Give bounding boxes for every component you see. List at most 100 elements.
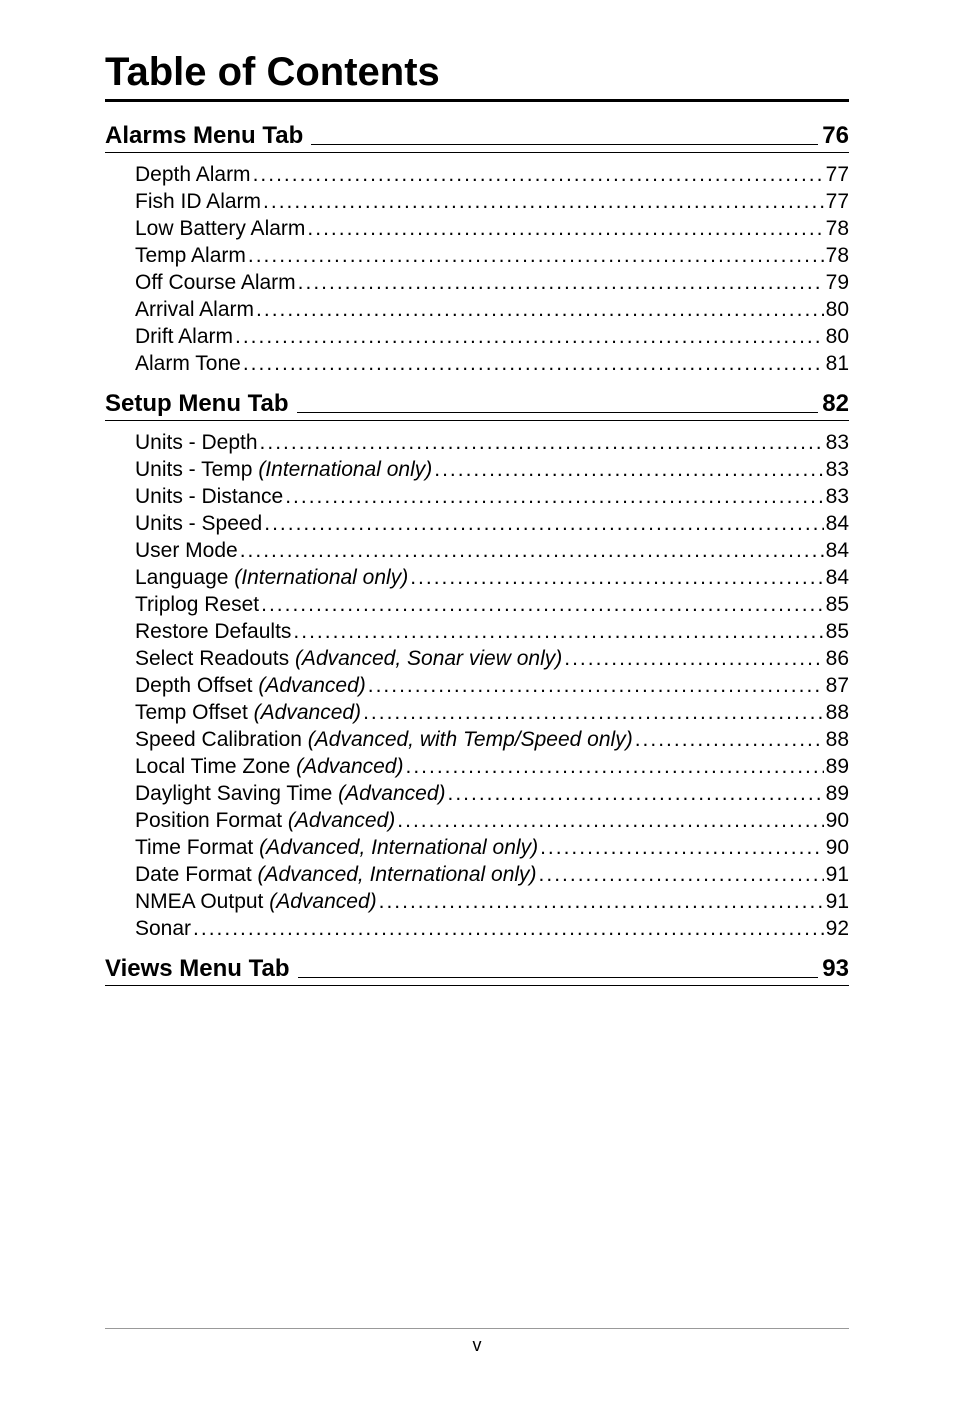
toc-entry: Alarm Tone 81 [105, 352, 849, 376]
toc-entry: Off Course Alarm 79 [105, 271, 849, 295]
entry-page: 85 [826, 620, 849, 644]
toc-entry: Units - Distance 83 [105, 485, 849, 509]
entry-page: 80 [826, 298, 849, 322]
section-page: 93 [822, 955, 849, 983]
entry-title: Restore Defaults [135, 620, 291, 644]
leader-dots [410, 566, 823, 590]
toc-entry: Depth Offset (Advanced) 87 [105, 674, 849, 698]
toc-entry: Time Format (Advanced, International onl… [105, 836, 849, 860]
toc-entry: Restore Defaults 85 [105, 620, 849, 644]
section-page: 82 [822, 390, 849, 418]
entry-page: 83 [826, 485, 849, 509]
entry-page: 89 [826, 755, 849, 779]
page-footer: v [105, 1328, 849, 1356]
entry-title: Triplog Reset [135, 593, 259, 617]
toc-entry: Temp Offset (Advanced) 88 [105, 701, 849, 725]
entry-title: NMEA Output (Advanced) [135, 890, 377, 914]
entry-title: Alarm Tone [135, 352, 241, 376]
toc-entry: Local Time Zone (Advanced)89 [105, 755, 849, 779]
toc-entry: Position Format (Advanced) 90 [105, 809, 849, 833]
entry-title: Units - Speed [135, 512, 262, 536]
toc-entry: Arrival Alarm 80 [105, 298, 849, 322]
entry-title: Select Readouts (Advanced, Sonar view on… [135, 647, 562, 671]
section-underline [311, 144, 818, 145]
toc-entry: Drift Alarm 80 [105, 325, 849, 349]
toc-entry: Depth Alarm 77 [105, 163, 849, 187]
entry-page: 90 [826, 836, 849, 860]
entry-page: 87 [826, 674, 849, 698]
footer-page-number: v [105, 1335, 849, 1356]
entry-title: Depth Offset (Advanced) [135, 674, 366, 698]
toc-entry: Low Battery Alarm 78 [105, 217, 849, 241]
entry-page: 91 [826, 863, 849, 887]
leader-dots [243, 352, 824, 376]
leader-dots [263, 190, 824, 214]
entry-page: 83 [826, 431, 849, 455]
toc-entry: Units - Speed 84 [105, 512, 849, 536]
entry-title: Drift Alarm [135, 325, 233, 349]
toc-entry: Fish ID Alarm 77 [105, 190, 849, 214]
toc-entry: Language (International only) 84 [105, 566, 849, 590]
entry-page: 86 [826, 647, 849, 671]
section-rule [105, 985, 849, 986]
leader-dots [397, 809, 823, 833]
entry-title: Units - Depth [135, 431, 258, 455]
entry-title: Sonar [135, 917, 191, 941]
entry-title: Position Format (Advanced) [135, 809, 395, 833]
leader-dots [285, 485, 823, 509]
entry-page: 91 [826, 890, 849, 914]
entry-page: 84 [826, 539, 849, 563]
title-rule [105, 99, 849, 102]
section-page: 76 [822, 122, 849, 150]
entry-page: 78 [826, 244, 849, 268]
entry-page: 89 [826, 782, 849, 806]
entry-title: Speed Calibration (Advanced, with Temp/S… [135, 728, 633, 752]
entry-page: 84 [826, 512, 849, 536]
leader-dots [307, 217, 823, 241]
entry-page: 79 [826, 271, 849, 295]
toc-entry: Temp Alarm 78 [105, 244, 849, 268]
section-heading: Setup Menu Tab 82 [105, 390, 849, 418]
leader-dots [253, 163, 824, 187]
entry-title: User Mode [135, 539, 238, 563]
section-rule [105, 420, 849, 421]
toc-entry: Units - Temp (International only)83 [105, 458, 849, 482]
toc-entry: Speed Calibration (Advanced, with Temp/S… [105, 728, 849, 752]
entry-page: 84 [826, 566, 849, 590]
entry-title: Temp Alarm [135, 244, 246, 268]
leader-dots [235, 325, 824, 349]
entry-page: 77 [826, 190, 849, 214]
entry-page: 88 [826, 728, 849, 752]
leader-dots [193, 917, 824, 941]
entry-page: 92 [826, 917, 849, 941]
page: Table of Contents Alarms Menu Tab 76 Dep… [0, 0, 954, 1406]
section-entries: Units - Depth 83 Units - Temp (Internatio… [105, 431, 849, 941]
leader-dots [256, 298, 824, 322]
entry-page: 78 [826, 217, 849, 241]
entry-page: 83 [826, 458, 849, 482]
entry-title: Low Battery Alarm [135, 217, 305, 241]
entry-title: Daylight Saving Time (Advanced) [135, 782, 446, 806]
toc-entry: Select Readouts (Advanced, Sonar view on… [105, 647, 849, 671]
section-title: Views Menu Tab [105, 955, 290, 983]
leader-dots [261, 593, 824, 617]
leader-dots [540, 836, 824, 860]
leader-dots [405, 755, 823, 779]
toc-entry: User Mode 84 [105, 539, 849, 563]
entry-page: 77 [826, 163, 849, 187]
section-entries: Depth Alarm 77 Fish ID Alarm 77 Low Batt… [105, 163, 849, 376]
section-heading: Alarms Menu Tab 76 [105, 122, 849, 150]
section-underline [297, 412, 819, 413]
entry-title: Arrival Alarm [135, 298, 254, 322]
entry-title: Off Course Alarm [135, 271, 296, 295]
leader-dots [434, 458, 823, 482]
entry-page: 80 [826, 325, 849, 349]
leader-dots [260, 431, 824, 455]
leader-dots [368, 674, 824, 698]
leader-dots [240, 539, 824, 563]
toc-entry: Daylight Saving Time (Advanced) 89 [105, 782, 849, 806]
section-underline [298, 977, 819, 978]
entry-title: Date Format (Advanced, International onl… [135, 863, 537, 887]
leader-dots [293, 620, 823, 644]
section-title: Alarms Menu Tab [105, 122, 303, 150]
